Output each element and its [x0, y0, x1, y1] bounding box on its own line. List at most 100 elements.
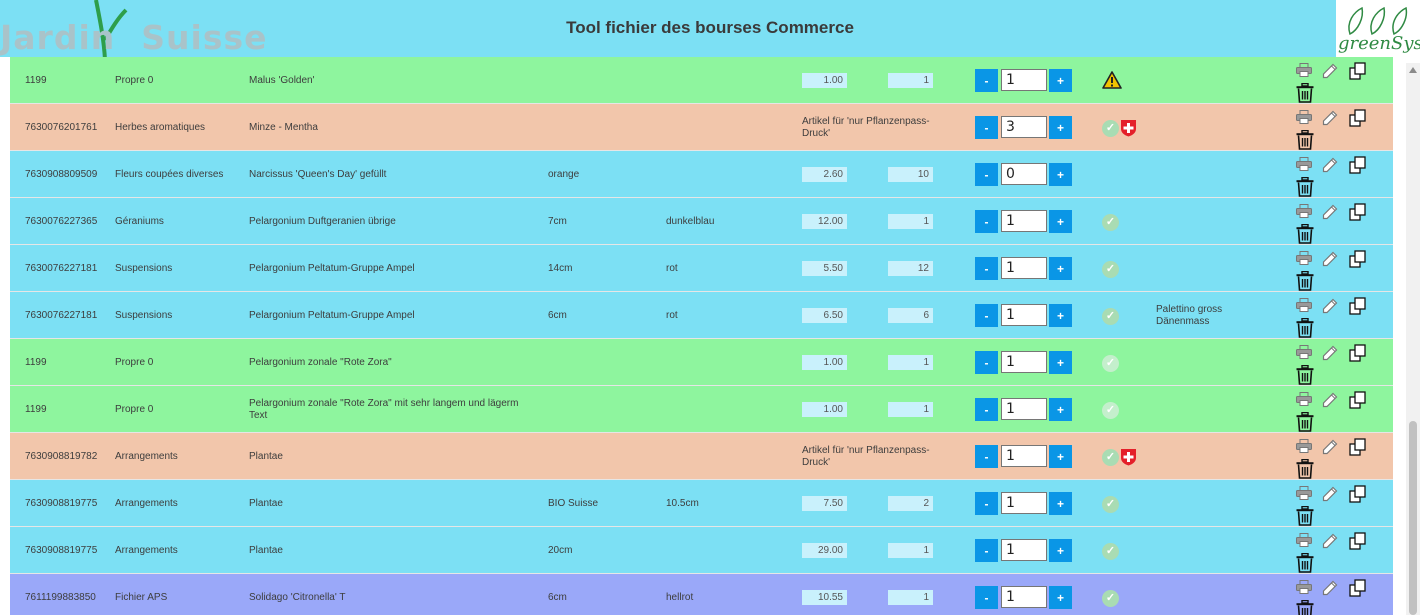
decrement-button[interactable]: - [975, 351, 998, 374]
printer-icon[interactable] [1296, 439, 1312, 456]
decrement-button[interactable]: - [975, 586, 998, 609]
trash-icon[interactable] [1296, 505, 1314, 529]
printer-icon[interactable] [1296, 486, 1312, 503]
count-input[interactable]: 1 [1001, 398, 1047, 420]
pencil-icon[interactable] [1322, 110, 1338, 129]
count-input[interactable]: 1 [1001, 492, 1047, 514]
table-row[interactable]: 7630076227181 Suspensions Pelargonium Pelt… [10, 292, 1393, 339]
copy-icon[interactable] [1349, 156, 1367, 177]
trash-icon[interactable] [1296, 223, 1314, 247]
decrement-button[interactable]: - [975, 210, 998, 233]
table-row[interactable]: 7630076227365 Géraniums Pelargonium Duftge… [10, 198, 1393, 245]
printer-icon[interactable] [1296, 580, 1312, 597]
copy-icon[interactable] [1349, 391, 1367, 412]
decrement-button[interactable]: - [975, 539, 998, 562]
jardin-suisse-logo[interactable]: Jardin Suisse [0, 0, 266, 60]
table-row[interactable]: 1199 Propre 0 Pelargonium zonale "Rote Zor… [10, 386, 1393, 433]
count-input[interactable]: 1 [1001, 210, 1047, 232]
printer-icon[interactable] [1296, 533, 1312, 550]
trash-icon[interactable] [1296, 364, 1314, 388]
decrement-button[interactable]: - [975, 257, 998, 280]
count-input[interactable]: 1 [1001, 539, 1047, 561]
pencil-icon[interactable] [1322, 204, 1338, 223]
decrement-button[interactable]: - [975, 445, 998, 468]
trash-icon[interactable] [1296, 599, 1314, 615]
printer-icon[interactable] [1296, 251, 1312, 268]
pencil-icon[interactable] [1322, 157, 1338, 176]
table-row[interactable]: 1199 Propre 0 Pelargonium zonale "Rote Zor… [10, 339, 1393, 386]
decrement-button[interactable]: - [975, 492, 998, 515]
pencil-icon[interactable] [1322, 533, 1338, 552]
table-row[interactable]: 7630908819775 Arrangements Plantae BIO Suis… [10, 480, 1393, 527]
decrement-button[interactable]: - [975, 398, 998, 421]
increment-button[interactable]: + [1049, 69, 1072, 92]
increment-button[interactable]: + [1049, 304, 1072, 327]
increment-button[interactable]: + [1049, 116, 1072, 139]
printer-icon[interactable] [1296, 110, 1312, 127]
trash-icon[interactable] [1296, 82, 1314, 106]
increment-button[interactable]: + [1049, 586, 1072, 609]
count-input[interactable]: 1 [1001, 257, 1047, 279]
pencil-icon[interactable] [1322, 439, 1338, 458]
count-input[interactable]: 0 [1001, 163, 1047, 185]
printer-icon[interactable] [1296, 63, 1312, 80]
trash-icon[interactable] [1296, 176, 1314, 200]
increment-button[interactable]: + [1049, 445, 1072, 468]
count-input[interactable]: 3 [1001, 116, 1047, 138]
copy-icon[interactable] [1349, 203, 1367, 224]
copy-icon[interactable] [1349, 250, 1367, 271]
table-row[interactable]: 7611199883850 Fichier APS Solidago 'Citron… [10, 574, 1393, 615]
increment-button[interactable]: + [1049, 492, 1072, 515]
decrement-button[interactable]: - [975, 163, 998, 186]
copy-icon[interactable] [1349, 109, 1367, 130]
copy-icon[interactable] [1349, 485, 1367, 506]
table-row[interactable]: 7630076201761 Herbes aromatiques Minze - M… [10, 104, 1393, 151]
copy-icon[interactable] [1349, 62, 1367, 83]
scrollbar-thumb[interactable] [1409, 421, 1417, 615]
printer-icon[interactable] [1296, 392, 1312, 409]
count-input[interactable]: 1 [1001, 586, 1047, 608]
pencil-icon[interactable] [1322, 251, 1338, 270]
increment-button[interactable]: + [1049, 210, 1072, 233]
trash-icon[interactable] [1296, 552, 1314, 576]
trash-icon[interactable] [1296, 270, 1314, 294]
increment-button[interactable]: + [1049, 163, 1072, 186]
pencil-icon[interactable] [1322, 63, 1338, 82]
increment-button[interactable]: + [1049, 539, 1072, 562]
scroll-up-arrow-icon[interactable] [1409, 67, 1417, 73]
count-input[interactable]: 1 [1001, 445, 1047, 467]
printer-icon[interactable] [1296, 345, 1312, 362]
increment-button[interactable]: + [1049, 351, 1072, 374]
copy-icon[interactable] [1349, 532, 1367, 553]
table-row[interactable]: 7630908819775 Arrangements Plantae 20cm 29.0… [10, 527, 1393, 574]
table-row[interactable]: 7630076227181 Suspensions Pelargonium Pelt… [10, 245, 1393, 292]
copy-icon[interactable] [1349, 579, 1367, 600]
vertical-scrollbar[interactable] [1406, 63, 1420, 615]
pencil-icon[interactable] [1322, 298, 1338, 317]
copy-icon[interactable] [1349, 297, 1367, 318]
trash-icon[interactable] [1296, 411, 1314, 435]
copy-icon[interactable] [1349, 438, 1367, 459]
table-row[interactable]: 7630908809509 Fleurs coupées diverses Narc… [10, 151, 1393, 198]
printer-icon[interactable] [1296, 157, 1312, 174]
table-row[interactable]: 7630908819782 Arrangements Plantae Artikel … [10, 433, 1393, 480]
pencil-icon[interactable] [1322, 580, 1338, 599]
decrement-button[interactable]: - [975, 116, 998, 139]
printer-icon[interactable] [1296, 204, 1312, 221]
greensys-logo[interactable]: greenSys [1336, 0, 1420, 57]
pencil-icon[interactable] [1322, 345, 1338, 364]
trash-icon[interactable] [1296, 458, 1314, 482]
count-input[interactable]: 1 [1001, 69, 1047, 91]
copy-icon[interactable] [1349, 344, 1367, 365]
table-row[interactable]: 1199 Propre 0 Malus 'Golden' 1.00 1-1 + [10, 57, 1393, 104]
pencil-icon[interactable] [1322, 392, 1338, 411]
decrement-button[interactable]: - [975, 69, 998, 92]
pencil-icon[interactable] [1322, 486, 1338, 505]
trash-icon[interactable] [1296, 317, 1314, 341]
increment-button[interactable]: + [1049, 398, 1072, 421]
increment-button[interactable]: + [1049, 257, 1072, 280]
count-input[interactable]: 1 [1001, 351, 1047, 373]
decrement-button[interactable]: - [975, 304, 998, 327]
count-input[interactable]: 1 [1001, 304, 1047, 326]
trash-icon[interactable] [1296, 129, 1314, 153]
